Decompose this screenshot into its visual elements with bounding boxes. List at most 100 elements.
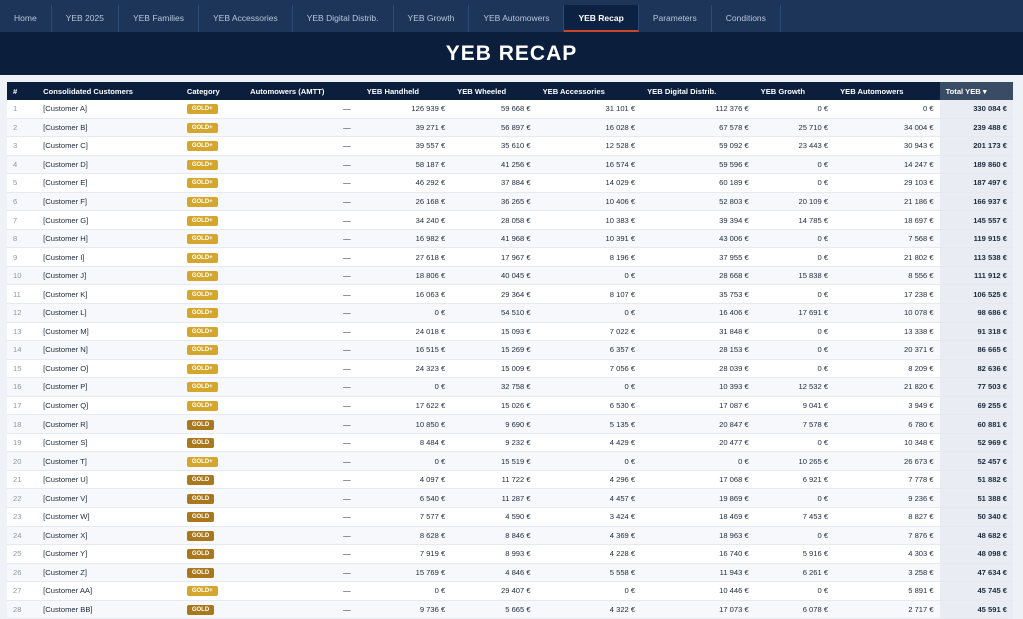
nav-tab-yeb-automowers[interactable]: YEB Automowers [469, 5, 565, 32]
growth-value: 7 453 € [754, 507, 835, 527]
wheeled-value: 41 256 € [451, 155, 537, 175]
col-header-growth[interactable]: YEB Growth [754, 82, 835, 100]
category-badge: GOLD [186, 419, 215, 430]
total-yeb-value: 48 098 € [939, 544, 1013, 564]
table-row[interactable]: 3 [Customer C] GOLD+ —39 557 €35 610 €12 52… [7, 136, 1013, 156]
table-row[interactable]: 28 [Customer BB] GOLD —9 736 €5 665 €4 322 … [7, 600, 1013, 619]
table-row[interactable]: 1 [Customer A] GOLD+ —126 939 €59 668 €31 1… [7, 100, 1013, 119]
automowers-value: 2 717 € [834, 600, 940, 619]
table-row[interactable]: 10 [Customer J] GOLD+ —18 806 €40 045 €0 €2… [7, 266, 1013, 286]
category-cell: GOLD+ [180, 340, 245, 360]
accessories-value: 3 424 € [536, 507, 642, 527]
col-header-handheld[interactable]: YEB Handheld [360, 82, 452, 100]
table-row[interactable]: 16 [Customer P] GOLD+ —0 €32 758 €0 €10 393… [7, 377, 1013, 397]
handheld-value: 34 240 € [360, 210, 452, 230]
category-cell: GOLD+ [180, 247, 245, 267]
handheld-value: 0 € [360, 303, 452, 323]
digital-distrib-value: 52 803 € [641, 192, 755, 212]
total-yeb-value: 52 457 € [939, 451, 1013, 471]
growth-value: 0 € [754, 155, 835, 175]
nav-tab-yeb-accessories[interactable]: YEB Accessories [199, 5, 293, 32]
table-row[interactable]: 17 [Customer Q] GOLD+ —17 622 €15 026 €6 53… [7, 396, 1013, 416]
handheld-value: 39 271 € [360, 118, 452, 138]
wheeled-value: 4 846 € [451, 563, 537, 583]
table-row[interactable]: 18 [Customer R] GOLD —10 850 €9 690 €5 135 … [7, 414, 1013, 434]
nav-tab-parameters[interactable]: Parameters [639, 5, 712, 32]
col-header-automowers-amtt[interactable]: Automowers (AMTT) [244, 82, 361, 100]
total-yeb-value: 52 969 € [939, 433, 1013, 453]
table-row[interactable]: 23 [Customer W] GOLD —7 577 €4 590 €3 424 €… [7, 507, 1013, 527]
table-row[interactable]: 15 [Customer O] GOLD+ —24 323 €15 009 €7 05… [7, 359, 1013, 379]
nav-tab-conditions[interactable]: Conditions [712, 5, 781, 32]
nav-tab-home[interactable]: Home [0, 5, 52, 32]
category-badge: GOLD+ [186, 345, 218, 356]
category-badge: GOLD+ [186, 141, 218, 152]
table-row[interactable]: 19 [Customer S] GOLD —8 484 €9 232 €4 429 €… [7, 433, 1013, 453]
table-row[interactable]: 11 [Customer K] GOLD+ —16 063 €29 364 €8 10… [7, 284, 1013, 305]
automowers-value: 14 247 € [834, 155, 940, 175]
digital-distrib-value: 11 943 € [641, 563, 755, 583]
customer-name: [Customer AA] [37, 581, 181, 601]
col-header-automowers[interactable]: YEB Automowers [834, 82, 940, 100]
category-badge: GOLD+ [186, 382, 218, 393]
growth-value: 0 € [754, 247, 835, 267]
automowers-value: 8 556 € [834, 266, 940, 286]
table-row[interactable]: 20 [Customer T] GOLD+ —0 €15 519 €0 €0 €10 … [7, 451, 1013, 471]
accessories-value: 0 € [536, 303, 642, 323]
table-row[interactable]: 26 [Customer Z] GOLD —15 769 €4 846 €5 558 … [7, 563, 1013, 583]
table-row[interactable]: 13 [Customer M] GOLD+ —24 018 €15 093 €7 02… [7, 322, 1013, 342]
nav-tab-yeb-digital-distrib[interactable]: YEB Digital Distrib. [293, 5, 394, 32]
digital-distrib-value: 0 € [641, 451, 755, 471]
customer-name: [Customer U] [37, 470, 181, 490]
table-row[interactable]: 24 [Customer X] GOLD —8 628 €8 846 €4 369 €… [7, 526, 1013, 546]
col-header-customer[interactable]: Consolidated Customers [37, 82, 181, 100]
table-row[interactable]: 9 [Customer I] GOLD+ —27 618 €17 967 €8 196… [7, 247, 1013, 267]
category-badge: GOLD [186, 549, 215, 560]
accessories-value: 6 357 € [536, 340, 642, 360]
table-row[interactable]: 6 [Customer F] GOLD+ —26 168 €36 265 €10 40… [7, 192, 1013, 212]
col-header-total-yeb[interactable]: Total YEB ▾ [939, 82, 1013, 100]
table-row[interactable]: 5 [Customer E] GOLD+ —46 292 €37 884 €14 02… [7, 173, 1013, 193]
growth-value: 7 578 € [754, 414, 835, 434]
nav-tab-yeb-2025[interactable]: YEB 2025 [52, 5, 119, 32]
table-row[interactable]: 7 [Customer G] GOLD+ —34 240 €28 058 €10 38… [7, 210, 1013, 230]
col-header-category[interactable]: Category [180, 82, 245, 100]
automowers-value: 9 236 € [834, 488, 940, 509]
col-header-index[interactable]: # [7, 82, 38, 100]
customer-name: [Customer N] [37, 340, 181, 360]
handheld-value: 8 484 € [360, 433, 452, 453]
category-cell: GOLD [180, 414, 245, 434]
wheeled-value: 37 884 € [451, 173, 537, 193]
wheeled-value: 32 758 € [451, 377, 537, 397]
handheld-value: 4 097 € [360, 470, 452, 490]
accessories-value: 10 383 € [536, 210, 642, 230]
digital-distrib-value: 16 406 € [641, 303, 755, 323]
table-row[interactable]: 21 [Customer U] GOLD —4 097 €11 722 €4 296 … [7, 470, 1013, 490]
table-row[interactable]: 2 [Customer B] GOLD+ —39 271 €56 897 €16 02… [7, 118, 1013, 138]
customer-name: [Customer O] [37, 359, 181, 379]
col-header-wheeled[interactable]: YEB Wheeled [451, 82, 537, 100]
nav-tab-yeb-recap[interactable]: YEB Recap [564, 5, 639, 32]
customer-name: [Customer S] [37, 433, 181, 453]
table-row[interactable]: 4 [Customer D] GOLD+ —58 187 €41 256 €16 57… [7, 155, 1013, 175]
growth-value: 10 265 € [754, 451, 835, 471]
table-row[interactable]: 12 [Customer L] GOLD+ —0 €54 510 €0 €16 406… [7, 303, 1013, 323]
nav-tab-yeb-growth[interactable]: YEB Growth [394, 5, 470, 32]
col-header-accessories[interactable]: YEB Accessories [536, 82, 642, 100]
wheeled-value: 35 610 € [451, 136, 537, 156]
table-row[interactable]: 25 [Customer Y] GOLD —7 919 €8 993 €4 228 €… [7, 544, 1013, 564]
table-row[interactable]: 14 [Customer N] GOLD+ —16 515 €15 269 €6 35… [7, 340, 1013, 360]
table-row[interactable]: 8 [Customer H] GOLD+ —16 982 €41 968 €10 39… [7, 229, 1013, 249]
wheeled-value: 29 407 € [451, 581, 537, 601]
category-cell: GOLD+ [180, 100, 245, 119]
total-yeb-value: 201 173 € [939, 136, 1013, 156]
nav-tab-yeb-families[interactable]: YEB Families [119, 5, 199, 32]
total-yeb-value: 51 882 € [939, 470, 1013, 490]
col-header-digital-distrib[interactable]: YEB Digital Distrib. [641, 82, 755, 100]
row-index: 3 [7, 136, 38, 156]
accessories-value: 5 558 € [536, 563, 642, 583]
automowers-value: 13 338 € [834, 322, 940, 342]
automowers-value: 0 € [834, 100, 940, 119]
table-row[interactable]: 27 [Customer AA] GOLD+ —0 €29 407 €0 €10 44… [7, 581, 1013, 601]
table-row[interactable]: 22 [Customer V] GOLD —6 540 €11 287 €4 457 … [7, 488, 1013, 509]
